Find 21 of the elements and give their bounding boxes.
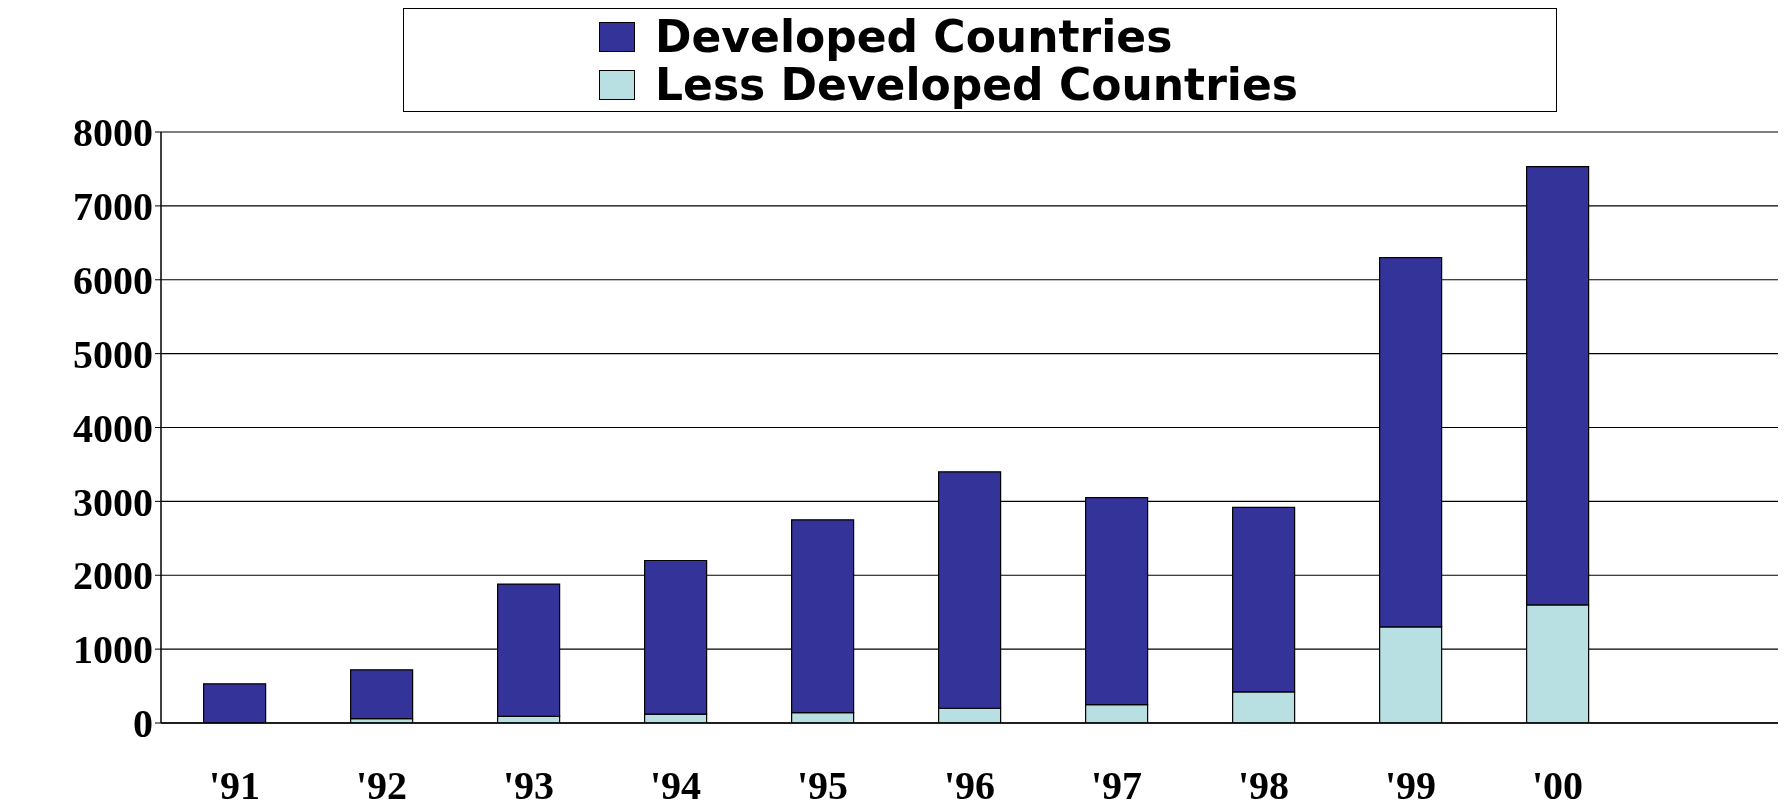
x-tick-label: '00: [1531, 763, 1584, 805]
y-tick-label: 5000: [73, 331, 153, 377]
y-tick-label: 7000: [73, 184, 153, 230]
y-tick-label: 4000: [73, 405, 153, 451]
y-tick-label: 1000: [73, 627, 153, 673]
x-tick-label: '98: [1237, 763, 1290, 805]
legend-label: Developed Countries: [655, 11, 1173, 62]
x-tick-label: '95: [796, 763, 849, 805]
y-tick-label: 8000: [73, 110, 153, 156]
x-tick-label: '92: [355, 763, 408, 805]
bar: [350, 669, 414, 720]
x-tick-label: '91: [208, 763, 261, 805]
x-tick-label: '97: [1090, 763, 1143, 805]
y-tick-label: 3000: [73, 479, 153, 525]
y-tick-label: 2000: [73, 553, 153, 599]
x-tick-label: '96: [943, 763, 996, 805]
x-tick-label: '94: [649, 763, 702, 805]
y-tick-label: 0: [133, 701, 153, 747]
x-tick-label: '93: [502, 763, 555, 805]
y-tick-label: 6000: [73, 257, 153, 303]
x-tick-label: '99: [1384, 763, 1437, 805]
